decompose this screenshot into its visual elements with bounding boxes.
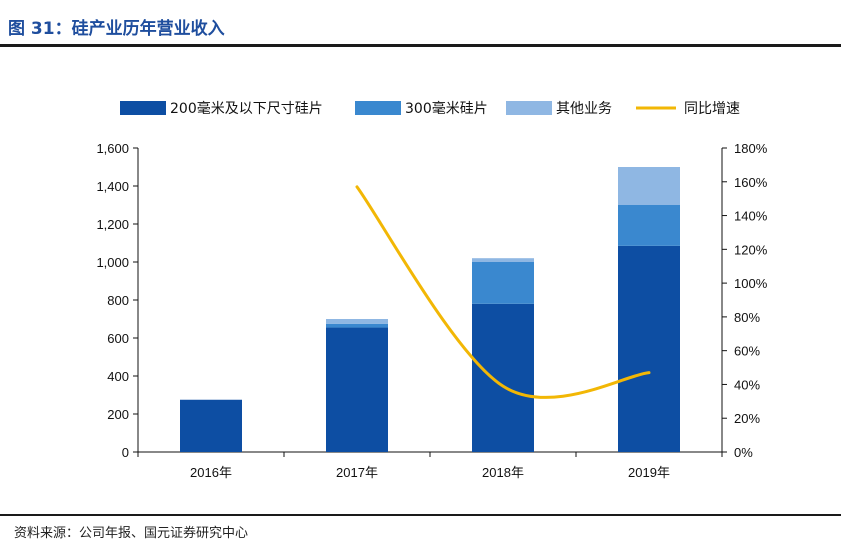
y-left-tick-label: 200 xyxy=(107,407,129,422)
bar-segment-1 xyxy=(472,303,534,452)
y-left-tick-label: 1,000 xyxy=(96,255,129,270)
legend-label: 200毫米及以下尺寸硅片 xyxy=(170,100,323,117)
bar-segment-3 xyxy=(326,319,388,324)
top-rule xyxy=(0,44,841,47)
legend-swatch-2 xyxy=(355,101,401,115)
legend-swatch-1 xyxy=(120,101,166,115)
legend-swatch-3 xyxy=(506,101,552,115)
y-right-tick-label: 0% xyxy=(734,445,753,460)
bar-segment-1 xyxy=(618,245,680,452)
y-left-tick-label: 1,400 xyxy=(96,179,129,194)
y-left-tick-label: 800 xyxy=(107,293,129,308)
y-left-tick-label: 0 xyxy=(122,445,129,460)
legend-label: 同比增速 xyxy=(684,101,740,117)
source-note: 资料来源：公司年报、国元证券研究中心 xyxy=(14,526,249,541)
legend-label: 其他业务 xyxy=(556,101,612,117)
bar-segment-2 xyxy=(618,205,680,246)
y-right-tick-label: 160% xyxy=(734,175,768,190)
y-right-tick-label: 100% xyxy=(734,276,768,291)
figure-title: 图 31：硅产业历年营业收入 xyxy=(8,19,225,39)
y-left-tick-label: 1,200 xyxy=(96,217,129,232)
x-tick-label: 2016年 xyxy=(190,465,232,480)
revenue-chart: 0 200 400 600 800 1,000 1,200 1,400 1,600 0% 20% 40… xyxy=(96,100,768,480)
bar-segment-3 xyxy=(618,167,680,205)
bar-segment-3 xyxy=(472,258,534,262)
bar-segment-1 xyxy=(180,399,242,452)
y-left-tick-label: 400 xyxy=(107,369,129,384)
x-tick-label: 2017年 xyxy=(336,465,378,480)
y-left-tick-label: 1,600 xyxy=(96,141,129,156)
x-tick-label: 2018年 xyxy=(482,465,524,480)
y-right-tick-label: 60% xyxy=(734,344,760,359)
y-right-tick-label: 120% xyxy=(734,242,768,257)
legend-label: 300毫米硅片 xyxy=(405,100,488,117)
bottom-rule xyxy=(0,514,841,516)
y-left-tick-label: 600 xyxy=(107,331,129,346)
growth-rate-line xyxy=(355,185,651,399)
y-right-tick-label: 180% xyxy=(734,141,768,156)
y-right-tick-label: 20% xyxy=(734,411,760,426)
bar-segment-1 xyxy=(326,327,388,452)
x-tick-label: 2019年 xyxy=(628,465,670,480)
bar-segment-2 xyxy=(326,323,388,328)
y-right-tick-label: 40% xyxy=(734,377,760,392)
y-right-tick-label: 140% xyxy=(734,209,768,224)
y-right-tick-label: 80% xyxy=(734,310,760,325)
bar-segment-2 xyxy=(472,262,534,304)
